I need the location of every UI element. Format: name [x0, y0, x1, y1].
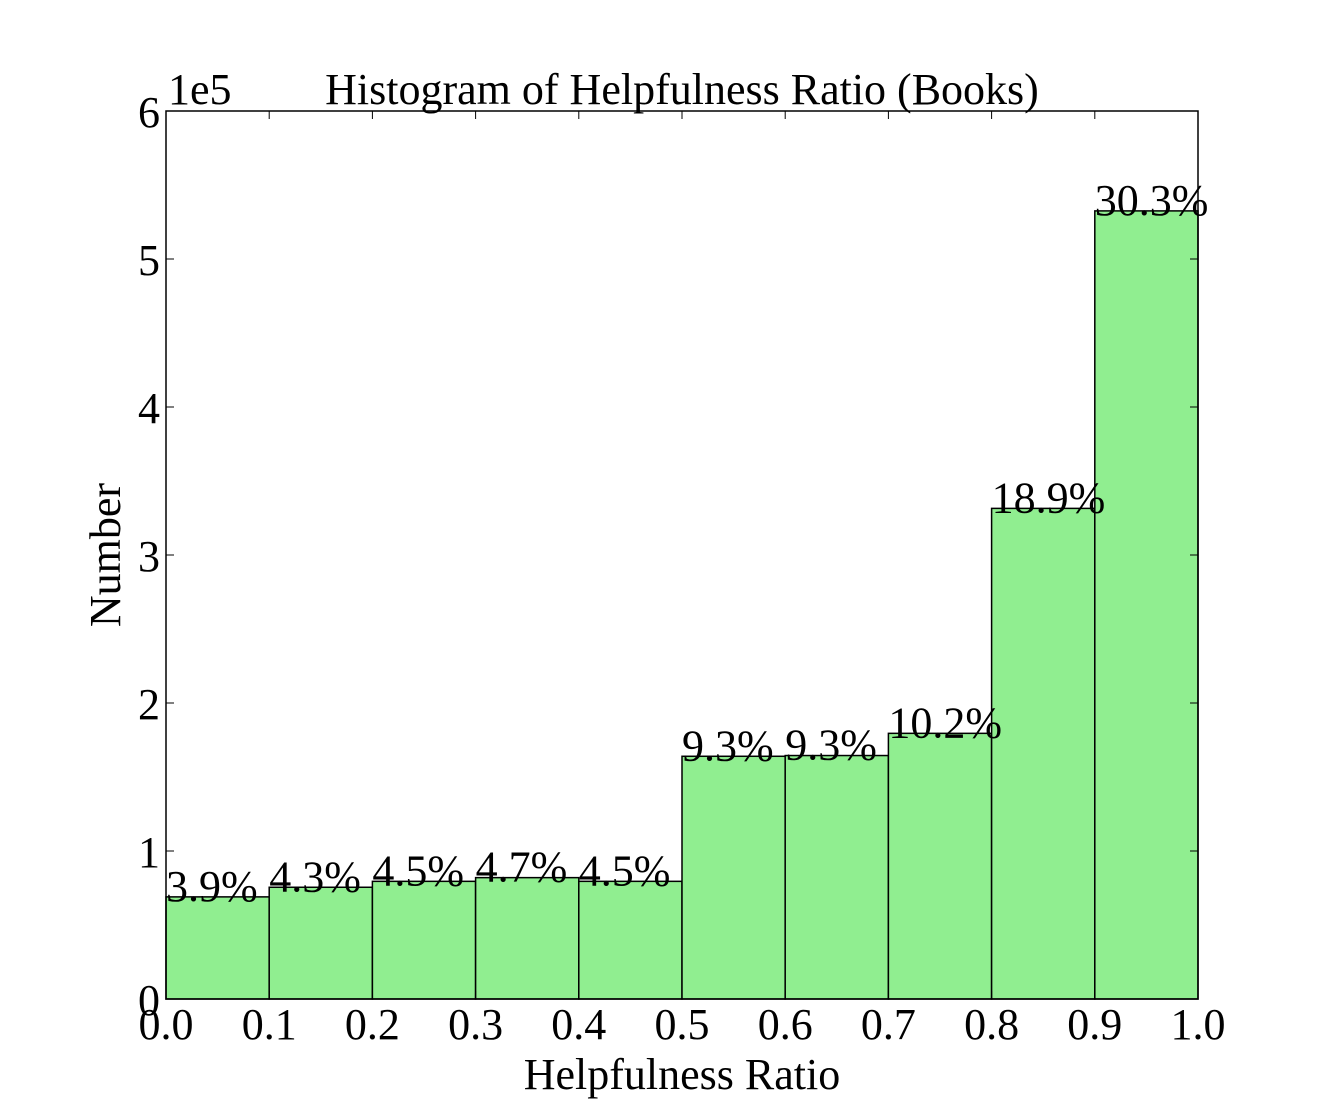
x-tick-label: 0.8: [964, 1000, 1019, 1049]
y-tick-labels-group: 0 1 2 3 4 5 6: [138, 88, 160, 1025]
bar-percent-label: 9.3%: [682, 721, 774, 770]
y-tick-label: 6: [138, 88, 160, 137]
y-multiplier-label: 1e5: [168, 65, 232, 114]
bar-percent-label: 3.9%: [166, 862, 258, 911]
x-tick-label: 0.0: [139, 1000, 194, 1049]
histogram-bar: [578, 880, 683, 1000]
bar-labels-group: 3.9% 4.3% 4.5% 4.7% 4.5%9.3% 9.3% 10.2%18.9%30…: [166, 176, 1208, 911]
histogram-bar: [784, 754, 890, 1000]
bar-percent-label: 4.5%: [579, 846, 671, 895]
x-tick-label: 0.5: [655, 1000, 710, 1049]
histogram-bar: [268, 886, 374, 1000]
x-tick-label: 0.9: [1067, 1000, 1122, 1049]
bar-percent-label: 4.7%: [476, 843, 568, 892]
y-tick-label: 4: [138, 384, 160, 433]
histogram-bar: [474, 876, 580, 1000]
x-tick-label: 0.2: [345, 1000, 400, 1049]
x-tick-label: 0.4: [551, 1000, 606, 1049]
bar-percent-label: 4.3%: [269, 852, 361, 901]
x-tick-label: 0.6: [758, 1000, 813, 1049]
x-tick-label: 0.7: [861, 1000, 916, 1049]
histogram-bar: [990, 507, 1096, 1000]
x-tick-label: 1.0: [1171, 1000, 1226, 1049]
chart-title: Histogram of Helpfulness Ratio (Books): [325, 65, 1039, 114]
bar-percent-label: 10.2%: [888, 698, 1002, 747]
x-tick-labels-group: 0.0 0.1 0.2 0.3 0.4 0.5 0.6 0.7 0.8 0.9 1.0: [139, 1000, 1226, 1049]
y-tick-label: 5: [138, 236, 160, 285]
x-axis-label: Helpfulness Ratio: [524, 1050, 841, 1099]
bar-percent-label: 4.5%: [372, 846, 464, 895]
bar-percent-label: 18.9%: [992, 473, 1106, 522]
y-tick-label: 0: [138, 976, 160, 1025]
bar-percent-label: 30.3%: [1095, 176, 1209, 225]
y-tick-label: 2: [138, 680, 160, 729]
y-axis-label: Number: [81, 483, 130, 628]
x-tick-label: 0.1: [242, 1000, 297, 1049]
histogram-bar: [371, 880, 477, 1000]
ticks-group: [165, 110, 1199, 1000]
x-tick-label: 0.3: [448, 1000, 503, 1049]
bar-percent-label: 9.3%: [785, 721, 877, 770]
histogram-bar: [681, 755, 786, 1000]
bars-group: [165, 210, 1199, 1000]
y-tick-label: 1: [138, 828, 160, 877]
y-tick-label: 3: [138, 532, 160, 581]
histogram-bar: [887, 732, 993, 1000]
histogram-bar: [1094, 210, 1199, 1000]
histogram-bar: [165, 896, 270, 1000]
